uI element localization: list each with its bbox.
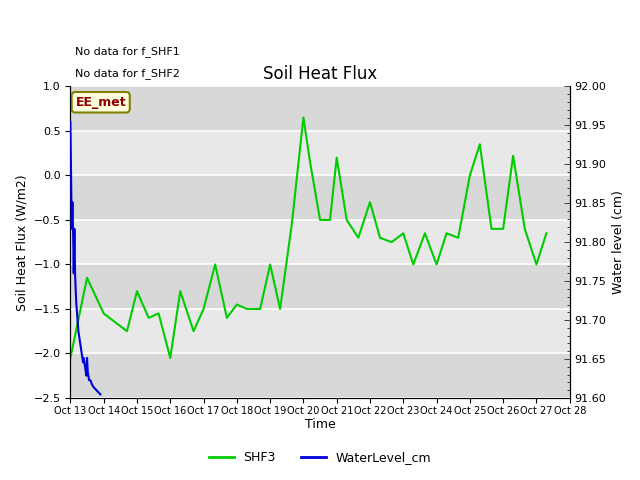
Bar <box>70 353 570 398</box>
Legend: SHF3, WaterLevel_cm: SHF3, WaterLevel_cm <box>204 446 436 469</box>
Bar <box>70 309 570 353</box>
Bar <box>70 131 570 175</box>
Text: EE_met: EE_met <box>76 96 126 109</box>
Bar <box>70 264 570 309</box>
Bar <box>70 220 570 264</box>
Bar <box>70 175 570 220</box>
Y-axis label: Soil Heat Flux (W/m2): Soil Heat Flux (W/m2) <box>15 174 28 311</box>
X-axis label: Time: Time <box>305 419 335 432</box>
Bar <box>70 86 570 131</box>
Y-axis label: Water level (cm): Water level (cm) <box>612 190 625 294</box>
Title: Soil Heat Flux: Soil Heat Flux <box>263 65 377 84</box>
Text: No data for f_SHF1: No data for f_SHF1 <box>76 46 180 57</box>
Text: No data for f_SHF2: No data for f_SHF2 <box>76 68 180 79</box>
